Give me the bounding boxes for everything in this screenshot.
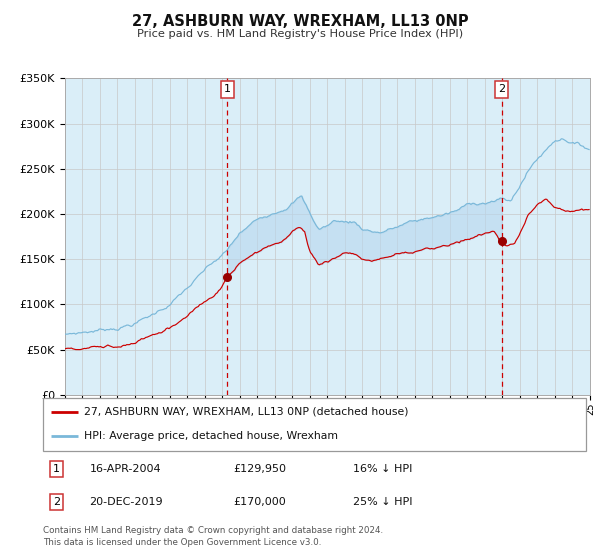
Text: HPI: Average price, detached house, Wrexham: HPI: Average price, detached house, Wrex… [84,431,338,441]
Text: 27, ASHBURN WAY, WREXHAM, LL13 0NP: 27, ASHBURN WAY, WREXHAM, LL13 0NP [131,14,469,29]
Text: £170,000: £170,000 [233,497,286,507]
Text: 2: 2 [53,497,61,507]
Text: 25% ↓ HPI: 25% ↓ HPI [353,497,412,507]
Text: 1: 1 [224,85,231,95]
Text: 20-DEC-2019: 20-DEC-2019 [89,497,163,507]
Text: This data is licensed under the Open Government Licence v3.0.: This data is licensed under the Open Gov… [43,538,322,547]
Text: 27, ASHBURN WAY, WREXHAM, LL13 0NP (detached house): 27, ASHBURN WAY, WREXHAM, LL13 0NP (deta… [84,407,409,417]
Text: 2: 2 [498,85,505,95]
Text: Contains HM Land Registry data © Crown copyright and database right 2024.: Contains HM Land Registry data © Crown c… [43,526,383,535]
FancyBboxPatch shape [43,398,586,451]
Text: Price paid vs. HM Land Registry's House Price Index (HPI): Price paid vs. HM Land Registry's House … [137,29,463,39]
Text: 16-APR-2004: 16-APR-2004 [89,464,161,474]
Text: 16% ↓ HPI: 16% ↓ HPI [353,464,412,474]
Text: 1: 1 [53,464,60,474]
Text: £129,950: £129,950 [233,464,286,474]
